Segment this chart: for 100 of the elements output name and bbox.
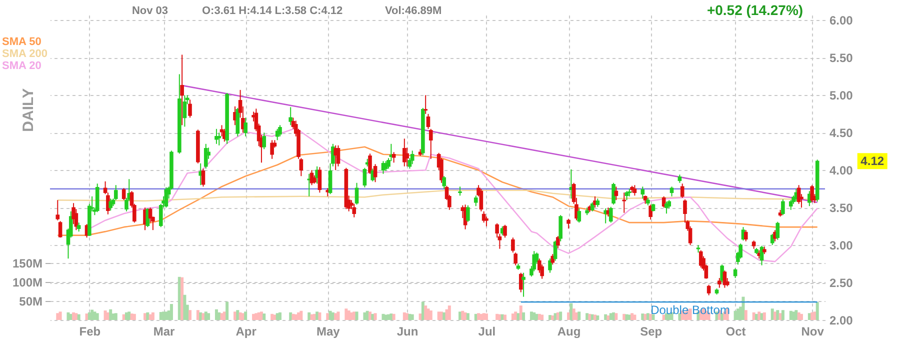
- x-tick-label: Aug: [557, 324, 581, 338]
- bar: [622, 314, 626, 320]
- y-tick-label: 4.50: [830, 126, 854, 140]
- candlestick: [288, 106, 292, 126]
- y2-tick-label: 150M: [12, 256, 42, 270]
- bar: [262, 314, 266, 320]
- bar: [776, 310, 780, 320]
- candlestick: [503, 224, 507, 238]
- y-tick-label: 5.50: [830, 51, 854, 66]
- bar: [816, 302, 819, 320]
- bar: [519, 306, 522, 320]
- candlestick: [180, 54, 184, 126]
- candlestick: [354, 182, 359, 206]
- x-tick-label: Apr: [236, 324, 257, 338]
- bar: [641, 314, 644, 320]
- bar: [688, 308, 692, 320]
- candlestick: [776, 221, 780, 240]
- annotation: Vol:46.89M: [385, 5, 442, 17]
- candlestick: [788, 200, 793, 210]
- candlestick: [307, 173, 312, 197]
- candlestick: [577, 208, 582, 224]
- bar: [392, 314, 396, 320]
- bar: [363, 312, 366, 320]
- candlestick: [428, 128, 433, 160]
- bar: [596, 315, 600, 320]
- bar: [273, 314, 276, 320]
- x-tick-label: Nov: [801, 324, 824, 338]
- bar: [606, 315, 610, 320]
- bar: [374, 313, 377, 320]
- candlestick: [518, 272, 523, 293]
- candlestick: [612, 182, 616, 206]
- x-tick-label: Mar: [153, 324, 176, 338]
- bar: [762, 312, 766, 320]
- candlestick: [680, 183, 684, 198]
- bar: [570, 303, 573, 320]
- candlestick: [270, 140, 274, 160]
- annotation: +0.52 (14.27%): [706, 2, 804, 18]
- bar: [408, 314, 412, 320]
- bar: [355, 312, 358, 320]
- bar: [614, 313, 618, 320]
- text: SMA 200: [2, 48, 48, 60]
- bar: [578, 312, 581, 320]
- bar: [540, 314, 544, 320]
- candlestick: [781, 198, 785, 216]
- candlestick: [244, 117, 248, 137]
- y-tick-label: 2.00: [830, 314, 854, 328]
- annotation: Nov 03: [132, 5, 168, 17]
- bar: [551, 315, 554, 320]
- bar: [504, 314, 506, 320]
- candlestick: [556, 236, 560, 249]
- bar: [744, 310, 748, 320]
- bar: [466, 313, 470, 320]
- candlestick: [514, 252, 518, 266]
- y2-tick-label: 50M: [19, 294, 43, 308]
- bar: [559, 312, 562, 320]
- candlestick: [640, 186, 645, 200]
- bar: [410, 314, 414, 320]
- candlestick: [720, 264, 724, 284]
- candlestick: [442, 176, 446, 190]
- text: 4.12: [860, 154, 884, 168]
- text: SMA 50: [2, 36, 42, 48]
- x-tick-label: Oct: [726, 324, 746, 338]
- bar: [652, 314, 655, 320]
- candlestick: [204, 143, 208, 170]
- bar: [278, 312, 282, 320]
- y2-tick-label: 100M: [12, 275, 42, 290]
- bar: [326, 313, 330, 320]
- bar: [758, 312, 761, 320]
- y-tick-label: 2.50: [830, 276, 854, 290]
- candlestick: [670, 186, 674, 197]
- candlestick: [426, 113, 430, 130]
- candlestick: [402, 138, 406, 167]
- bar: [390, 314, 393, 320]
- candlestick: [362, 167, 367, 188]
- text: SMA 20: [2, 60, 42, 72]
- bar: [484, 314, 488, 320]
- bar: [308, 312, 311, 320]
- candlestick: [614, 186, 618, 201]
- bar: [382, 314, 385, 320]
- x-tick-label: Jul: [478, 324, 496, 338]
- bar: [300, 310, 303, 320]
- candlestick: [550, 254, 555, 266]
- y-tick-label: 5.00: [830, 88, 854, 103]
- bar: [448, 306, 451, 320]
- candlestick: [262, 132, 266, 150]
- bar: [188, 310, 192, 320]
- y-tick-label: 6.00: [830, 14, 854, 28]
- annotation: Double Bottom: [650, 303, 730, 318]
- bar: [426, 308, 430, 320]
- candlestick: [410, 150, 414, 165]
- bar: [344, 308, 348, 320]
- bar: [742, 296, 745, 320]
- candlestick: [474, 195, 478, 207]
- candlestick: [622, 192, 626, 214]
- candlestick: [370, 168, 375, 182]
- candlestick: [810, 184, 814, 203]
- bar: [218, 312, 221, 320]
- x-tick-label: Jun: [396, 324, 418, 338]
- bar: [244, 312, 248, 320]
- candlestick: [522, 272, 526, 298]
